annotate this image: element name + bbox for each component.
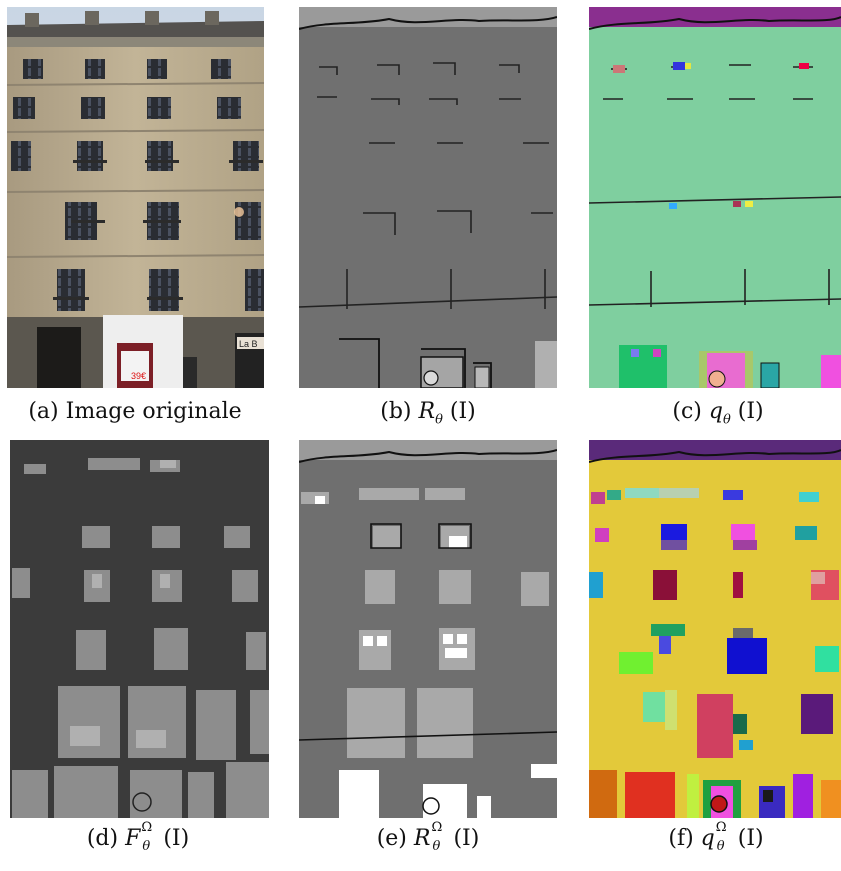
panel-a-original-image: 39€ La B: [7, 7, 264, 388]
caption-c: (c) qθ (I): [672, 399, 764, 428]
panel-e-regions-omega: [299, 440, 557, 818]
windows: [11, 59, 264, 311]
segmentation-map: [589, 440, 841, 818]
caption-b: (b) Rθ (I): [380, 399, 476, 428]
panel-b-regions: [299, 7, 557, 388]
features-map: [10, 440, 269, 818]
caption-a: (a) Image originale: [28, 399, 242, 424]
price-sign: 39€: [131, 371, 146, 381]
regions-omega-map: [299, 440, 557, 818]
panel-d-features: [10, 440, 269, 818]
quantized-map: [589, 7, 841, 388]
panel-f-segmentation: [589, 440, 841, 818]
original-photo: 39€ La B: [7, 7, 264, 388]
shop-sign: La B: [239, 339, 258, 349]
panel-c-quantized: [589, 7, 841, 388]
regions-map: [299, 7, 557, 388]
